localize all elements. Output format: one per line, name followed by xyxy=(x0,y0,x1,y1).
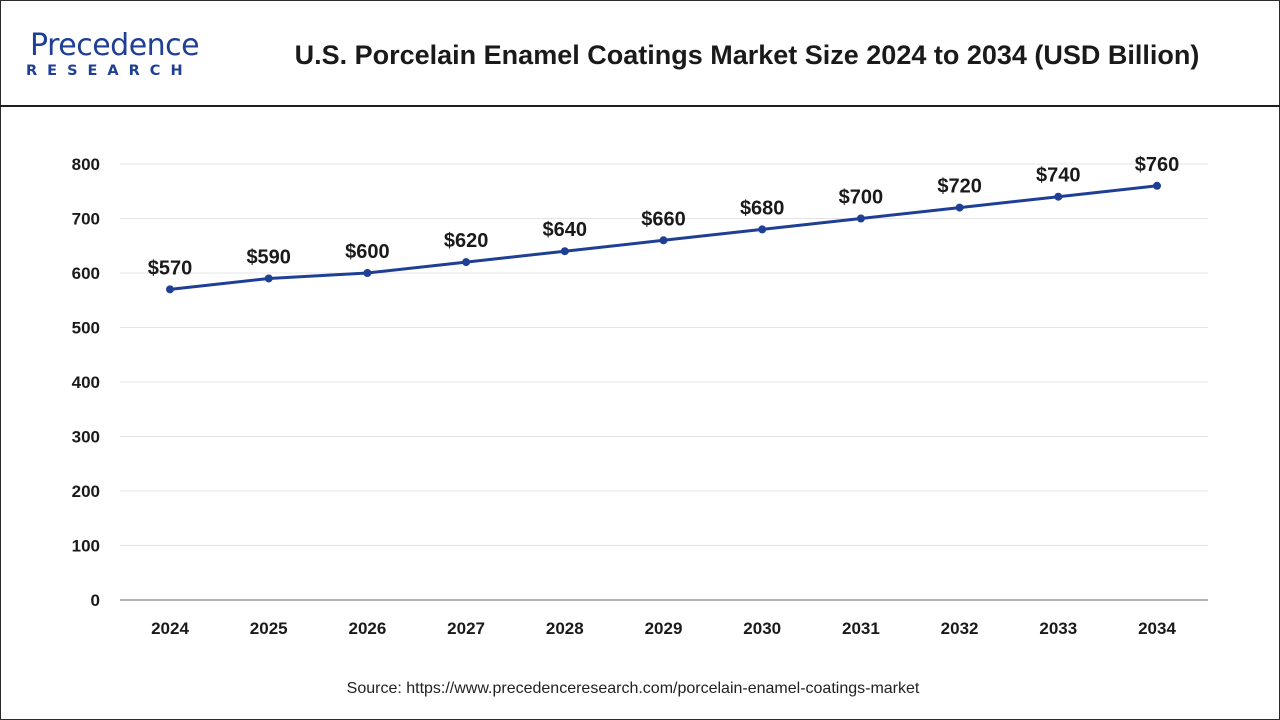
x-tick-label: 2033 xyxy=(1039,619,1077,638)
data-point xyxy=(1054,192,1063,201)
data-label: $570 xyxy=(148,257,193,279)
y-tick-label: 0 xyxy=(91,591,100,610)
x-tick-label: 2030 xyxy=(743,619,781,638)
y-tick-label: 300 xyxy=(72,428,100,447)
x-tick-label: 2029 xyxy=(645,619,683,638)
data-point xyxy=(264,274,273,283)
y-tick-label: 700 xyxy=(72,210,100,229)
line-chart: 0 100 200 300 400 500 600 700 800 2024 2025 2026 202… xyxy=(72,154,1208,638)
data-point xyxy=(166,285,174,294)
data-point xyxy=(955,203,964,212)
x-tick-label: 2024 xyxy=(151,619,189,638)
y-tick-label: 200 xyxy=(72,482,100,501)
axes: 0 100 200 300 400 500 600 700 800 2024 2025 2026 202… xyxy=(72,155,1208,638)
x-tick-label: 2028 xyxy=(546,619,584,638)
y-tick-label: 100 xyxy=(72,537,100,556)
data-label: $700 xyxy=(839,187,884,209)
data-label: $640 xyxy=(543,219,588,241)
gridlines xyxy=(120,163,1208,546)
chart-title: U.S. Porcelain Enamel Coatings Market Si… xyxy=(294,40,1200,70)
x-tick-label: 2034 xyxy=(1138,619,1176,638)
logo-subtitle: RESEARCH xyxy=(26,63,193,79)
source-note: Source: https://www.precedenceresearch.c… xyxy=(346,680,920,697)
data-label: $600 xyxy=(345,241,390,263)
data-label: $660 xyxy=(641,208,686,230)
x-tick-label: 2031 xyxy=(842,619,880,638)
chart-header: Precedence RESEARCH U.S. Porcelain Ename… xyxy=(0,0,1280,107)
y-tick-label: 800 xyxy=(72,155,100,174)
data-label: $720 xyxy=(937,176,982,198)
series-line-layer xyxy=(166,181,1161,294)
data-point xyxy=(758,225,767,234)
x-tick-label: 2025 xyxy=(250,619,288,638)
x-tick-label: 2032 xyxy=(941,619,979,638)
x-tick-label: 2026 xyxy=(348,619,386,638)
data-point xyxy=(856,214,865,223)
logo-wordmark: Precedence xyxy=(30,28,200,63)
data-point xyxy=(363,269,372,277)
data-labels: $570 $590 $600 $620 $640 $660 $680 $700 $720 $740… xyxy=(148,154,1180,280)
y-tick-label: 600 xyxy=(72,264,100,283)
data-label: $680 xyxy=(740,197,785,219)
data-label: $760 xyxy=(1135,154,1180,176)
data-point xyxy=(560,247,569,256)
data-label: $590 xyxy=(246,246,291,268)
y-tick-label: 400 xyxy=(72,373,100,392)
data-point xyxy=(1153,181,1161,190)
data-label: $740 xyxy=(1036,165,1081,187)
x-tick-label: 2027 xyxy=(447,619,485,638)
precedence-research-logo: Precedence RESEARCH xyxy=(22,28,222,84)
data-label: $620 xyxy=(444,230,489,252)
data-point xyxy=(462,258,471,267)
data-point xyxy=(659,236,668,245)
y-tick-label: 500 xyxy=(72,319,100,338)
